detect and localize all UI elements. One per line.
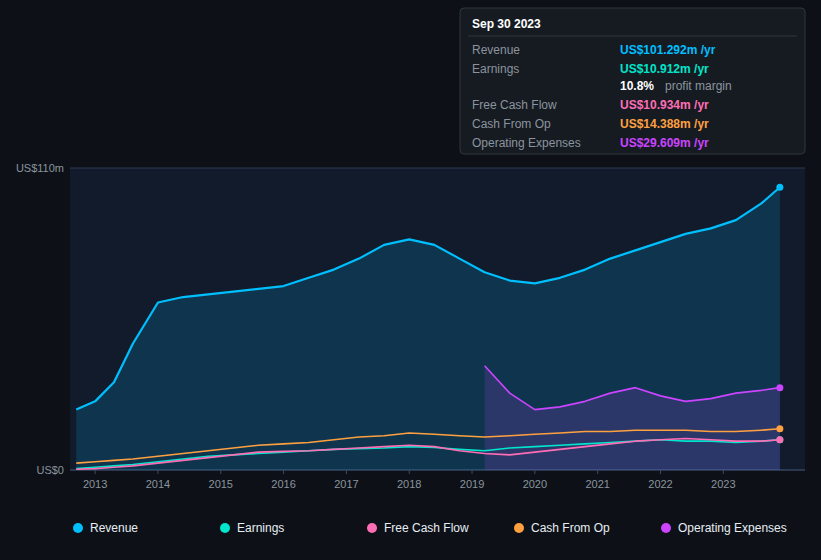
x-tick (157, 470, 158, 474)
info-value: US$101.292m /yr (620, 43, 716, 57)
grid-line (70, 168, 805, 169)
plot-marks (76, 184, 783, 470)
info-value: US$10.934m /yr (620, 98, 709, 112)
x-tick-label: 2015 (209, 478, 233, 490)
line (76, 429, 780, 463)
info-label: Earnings (472, 62, 519, 76)
x-tick (723, 470, 724, 474)
legend-label: Free Cash Flow (384, 521, 469, 535)
info-value: US$14.388m /yr (620, 117, 709, 131)
legend-swatch (367, 523, 377, 533)
y-tick-label: US$0 (36, 464, 64, 476)
end-dot (776, 384, 783, 391)
x-tick (95, 470, 96, 474)
info-label: Cash From Op (472, 117, 551, 131)
legend-swatch (514, 523, 524, 533)
x-tick-label: 2020 (523, 478, 547, 490)
area (485, 366, 780, 470)
x-tick (409, 470, 410, 474)
x-tick (534, 470, 535, 474)
info-label: Operating Expenses (472, 136, 581, 150)
info-separator (468, 36, 797, 37)
x-tick-label: 2019 (460, 478, 484, 490)
x-tick (346, 470, 347, 474)
x-tick-label: 2016 (271, 478, 295, 490)
info-value: US$10.912m /yr (620, 62, 709, 76)
x-tick (472, 470, 473, 474)
legend-swatch (73, 523, 83, 533)
y-tick-label: US$110m (16, 162, 64, 174)
end-dot (776, 436, 783, 443)
x-tick-label: 2013 (83, 478, 107, 490)
x-tick (283, 470, 284, 474)
plot-background (70, 168, 805, 470)
info-panel (460, 8, 805, 154)
x-tick-label: 2023 (711, 478, 735, 490)
info-sub-label: profit margin (665, 79, 732, 93)
legend-swatch (220, 523, 230, 533)
info-sub-value: 10.8% (620, 79, 654, 93)
legend-label: Earnings (237, 521, 284, 535)
end-dot (776, 436, 783, 443)
info-label: Revenue (472, 43, 520, 57)
legend-label: Cash From Op (531, 521, 610, 535)
x-tick-label: 2021 (585, 478, 609, 490)
x-tick-label: 2022 (648, 478, 672, 490)
background (0, 0, 821, 560)
line (76, 187, 780, 409)
x-tick (597, 470, 598, 474)
legend-label: Revenue (90, 521, 138, 535)
end-dot (776, 184, 783, 191)
x-tick-label: 2018 (397, 478, 421, 490)
x-tick-label: 2014 (146, 478, 170, 490)
info-label: Free Cash Flow (472, 98, 557, 112)
end-dot (776, 425, 783, 432)
x-tick-label: 2017 (334, 478, 358, 490)
info-title: Sep 30 2023 (472, 17, 541, 31)
x-tick (660, 470, 661, 474)
info-value: US$29.609m /yr (620, 136, 709, 150)
x-tick (220, 470, 221, 474)
legend-label: Operating Expenses (678, 521, 787, 535)
line (485, 366, 780, 410)
chart: US$0 US$110m 2013 2014 2015 2016 2017 2018 2019 2… (0, 0, 821, 560)
legend-swatch (661, 523, 671, 533)
area (76, 187, 780, 470)
